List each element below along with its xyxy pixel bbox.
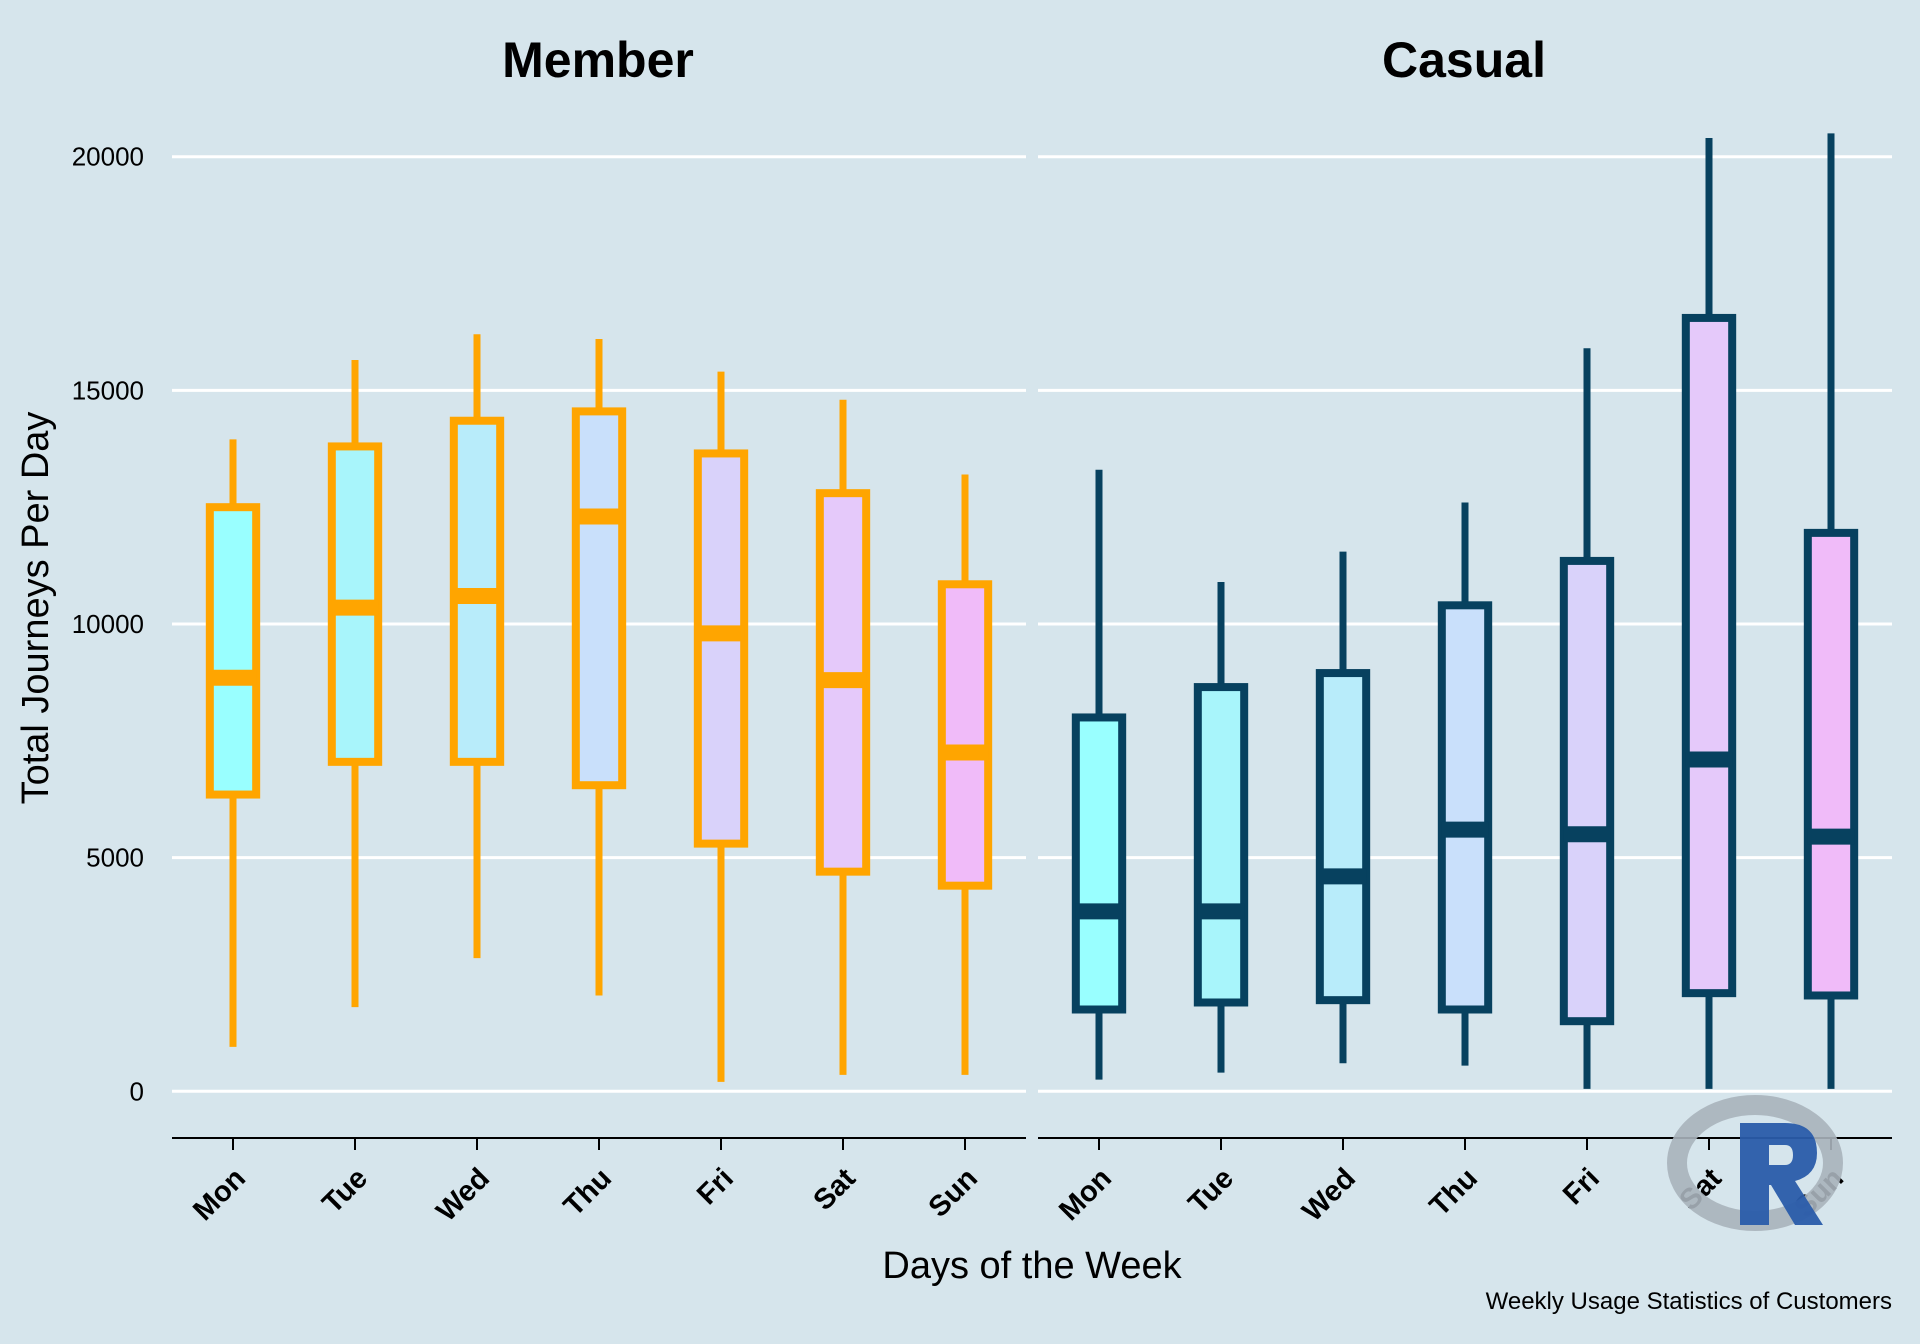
box-iqr	[693, 449, 749, 848]
y-tick-label: 0	[130, 1076, 144, 1106]
box-wed	[449, 334, 505, 959]
y-axis-label: Total Journeys Per Day	[15, 412, 57, 805]
box-iqr	[1803, 528, 1859, 1000]
box-sun	[1803, 133, 1859, 1089]
box-fri	[1559, 348, 1615, 1089]
box-iqr	[1437, 601, 1493, 1014]
r-logo	[1667, 1095, 1843, 1231]
box-iqr	[1681, 313, 1737, 998]
box-iqr	[1071, 713, 1127, 1014]
panel-title-member: Member	[502, 32, 694, 88]
box-iqr	[1315, 669, 1371, 1005]
box-sun	[937, 474, 993, 1075]
y-tick-label: 20000	[72, 142, 144, 172]
x-axis-label: Days of the Week	[882, 1245, 1182, 1287]
box-fri	[693, 371, 749, 1082]
r-logo-letter-icon	[1740, 1123, 1823, 1225]
panel-member: Member Mon Tue Wed Thu Fri Sat Sun	[172, 32, 1026, 1228]
y-tick-label: 10000	[72, 609, 144, 639]
panel-casual: Casual Mon Tue Wed Thu Fri Sat Sun	[1038, 32, 1892, 1228]
box-tue	[327, 359, 383, 1008]
box-iqr	[205, 503, 261, 799]
box-iqr	[1559, 556, 1615, 1026]
box-wed	[1315, 551, 1371, 1064]
y-tick-label: 5000	[86, 843, 144, 873]
box-thu	[1437, 502, 1493, 1066]
box-mon	[205, 439, 261, 1047]
box-tue	[1193, 581, 1249, 1073]
box-iqr	[937, 580, 993, 890]
box-mon	[1071, 469, 1127, 1080]
box-sat	[1681, 138, 1737, 1089]
y-tick-label: 15000	[72, 375, 144, 405]
box-sat	[815, 399, 871, 1075]
box-iqr	[571, 407, 627, 790]
chart-caption: Weekly Usage Statistics of Customers	[1486, 1288, 1892, 1315]
box-thu	[571, 338, 627, 996]
y-axis: 0 5000 10000 15000 20000	[72, 142, 144, 1107]
box-iqr	[1193, 683, 1249, 1007]
panel-title-casual: Casual	[1382, 32, 1546, 88]
